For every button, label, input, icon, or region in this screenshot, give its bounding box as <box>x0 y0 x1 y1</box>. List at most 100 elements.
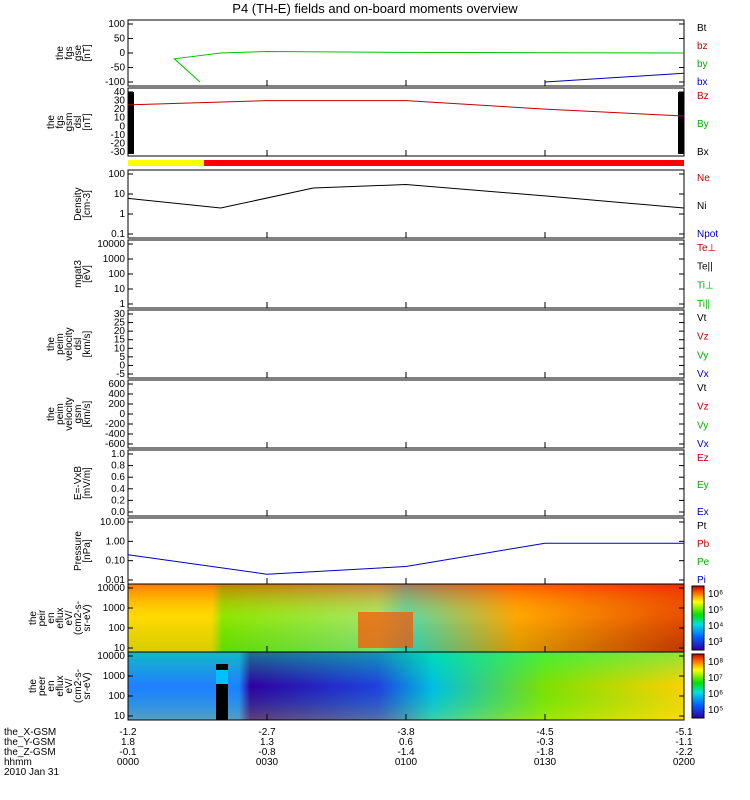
y-tick-label: 0 <box>119 121 125 132</box>
y-tick-label: 25 <box>114 318 126 329</box>
colorbar <box>691 585 705 651</box>
spectrogram-electron-overlay <box>128 652 684 720</box>
y-tick-label: -20 <box>111 138 126 149</box>
footer-value: 0100 <box>394 757 418 768</box>
legend-entry: Vy <box>697 350 708 361</box>
legend-entry: Pt <box>697 521 707 532</box>
y-tick-label: 1.0 <box>111 449 125 460</box>
mode-bar-fast <box>204 160 684 166</box>
legend-entry: Pe <box>697 557 710 568</box>
legend-entry: Bt <box>697 23 707 34</box>
footer-value: -0.1 <box>119 747 137 758</box>
footer-value: -2.7 <box>258 727 276 738</box>
y-label-line: [eV] <box>82 265 93 283</box>
y-tick-label: 1 <box>119 209 125 220</box>
y-label-line: [cm-3] <box>82 190 93 218</box>
y-axis-label: Density[cm-3] <box>73 187 93 220</box>
legend-entry: Bx <box>697 147 709 158</box>
y-tick-label: -10 <box>111 130 126 141</box>
footer-value: 0030 <box>255 757 279 768</box>
y-label-line: [nT] <box>82 44 93 61</box>
y-label-line: the <box>46 337 57 351</box>
y-label-line: en <box>46 680 57 691</box>
y-tick-label: 50 <box>114 34 126 45</box>
y-label-line: the <box>28 679 39 693</box>
footer-value: 1.3 <box>260 737 274 748</box>
spectrogram-electron-gap-band <box>216 670 228 684</box>
p2-data-gap-left <box>128 92 134 154</box>
y-tick-label: -5 <box>116 369 125 380</box>
panel-p10: 10000 1000 100 10 thepeerenefluxeV/(cm2-s-sr… <box>28 651 723 722</box>
y-tick-label: 10.00 <box>100 517 125 528</box>
legend-entry: bx <box>697 77 708 88</box>
y-tick-label: 0.01 <box>106 575 126 586</box>
footer-date: 2010 Jan 31 <box>4 767 60 778</box>
mode-bar-slow <box>128 160 204 166</box>
footer-value: 1.8 <box>121 737 135 748</box>
series-p1-by <box>173 50 685 83</box>
y-tick-label: 10 <box>114 113 126 124</box>
y-label-line: gse <box>73 45 84 62</box>
y-label-line: [km/s] <box>82 330 93 357</box>
footer-value: -0.8 <box>258 747 276 758</box>
y-tick-label: 10 <box>114 643 126 654</box>
y-tick-label: 0.0 <box>111 507 125 518</box>
colorbar-tick-label: 10⁷ <box>708 673 723 684</box>
y-label-line: velocity <box>64 397 75 430</box>
y-label-line: mgat3 <box>73 260 84 288</box>
footer-row-label: hhmm <box>4 757 32 768</box>
y-label-line: velocity <box>64 327 75 360</box>
panel-frame <box>127 309 685 379</box>
footer-value: -1.1 <box>675 737 693 748</box>
legend-entry: Ex <box>697 507 709 518</box>
y-tick-label: 0.4 <box>111 484 125 495</box>
legend-entry: Te|| <box>697 262 713 273</box>
y-tick-label: 0.1 <box>111 229 125 240</box>
y-label-line: peer <box>37 675 48 696</box>
series-p2-bz <box>127 100 685 117</box>
footer-value: -5.1 <box>675 727 693 738</box>
y-tick-label: 30 <box>114 309 126 320</box>
legend-entry: Vz <box>697 332 709 343</box>
panel-p8: 10.00 1.00 0.10 0.01 Pressure[nPa] Pt Pb Pe Pi <box>73 517 710 586</box>
y-tick-label: -30 <box>111 147 126 158</box>
panel-frame <box>127 379 685 449</box>
y-tick-label: 0 <box>119 360 125 371</box>
y-label-line: [mV/m] <box>82 467 93 499</box>
y-label-line: dsl <box>73 116 84 129</box>
y-label-line: gsm <box>73 405 84 424</box>
panel-frame <box>127 239 685 309</box>
legend-entry: Vx <box>697 439 709 450</box>
footer-value: -1.4 <box>397 747 415 758</box>
footer-value: 0130 <box>533 757 557 768</box>
y-tick-label: 0.6 <box>111 472 125 483</box>
y-tick-label: 0 <box>119 409 125 420</box>
footer-value: 0.6 <box>399 737 413 748</box>
y-label-line: peim <box>55 403 66 425</box>
legend-entry: Pb <box>697 539 710 550</box>
series-p8-pi <box>127 542 684 575</box>
colorbar-tick-label: 10⁴ <box>708 621 723 632</box>
y-tick-label: 1000 <box>103 671 126 682</box>
y-tick-label: 100 <box>108 691 125 702</box>
footer-value: -0.3 <box>536 737 554 748</box>
panel-frame <box>127 449 685 517</box>
y-tick-label: 20 <box>114 326 126 337</box>
legend-entry: by <box>697 59 708 70</box>
colorbar-tick-label: 10⁸ <box>708 657 723 668</box>
panel-frame <box>127 87 685 157</box>
y-tick-label: -100 <box>105 77 125 88</box>
y-label-line: peim <box>55 333 66 355</box>
legend-entry: Ne <box>697 173 710 184</box>
panel-frame <box>127 517 685 585</box>
y-label-line: eflux <box>55 675 66 696</box>
y-tick-label: 10000 <box>97 239 125 250</box>
footer-value: 0000 <box>116 757 140 768</box>
y-label-line: eV/ <box>64 610 75 625</box>
legend-entry: Ey <box>697 480 709 491</box>
